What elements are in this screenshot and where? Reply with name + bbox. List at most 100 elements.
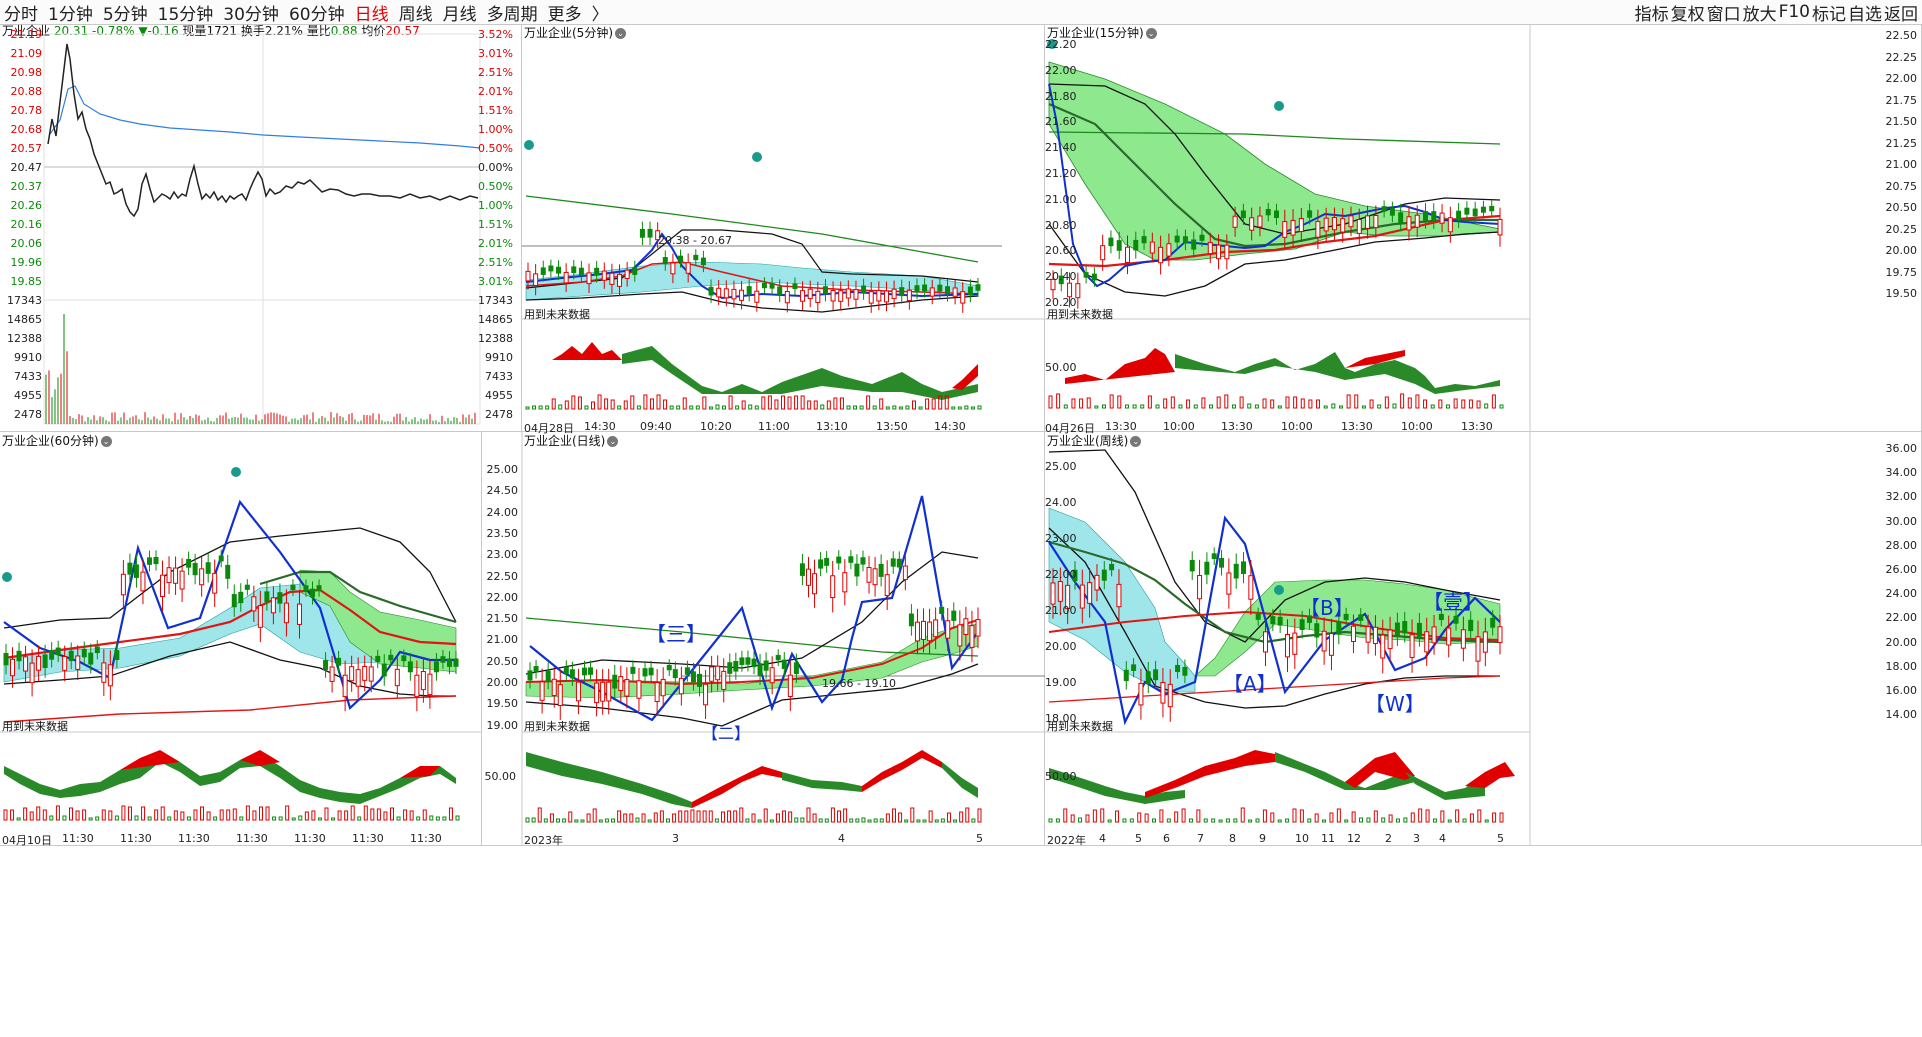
tab-1[interactable]: 1分钟: [48, 4, 93, 25]
tool-button-3[interactable]: 放大: [1742, 4, 1777, 25]
candle: [1468, 619, 1474, 632]
osc-bar: [1331, 403, 1336, 409]
60min-chart[interactable]: [0, 432, 482, 846]
tab-11[interactable]: 〉: [591, 4, 609, 25]
lower-band: [1048, 527, 1500, 709]
axis-tick: 20.60: [1045, 244, 1077, 258]
15min-panel: 万业企业(15分钟) ⌄ 22.20 22.00 21.80 21.60 21.40 21.…: [1045, 24, 1922, 435]
daily-osc-green: [526, 752, 692, 808]
5min-title[interactable]: 万业企业(5分钟) ⌄: [524, 24, 626, 41]
osc-bar: [1314, 813, 1319, 823]
candle: [1191, 239, 1197, 250]
candle: [1356, 219, 1362, 234]
osc-axis-tick: 50.00: [1045, 770, 1077, 783]
5min-panel: 万业企业(5分钟) ⌄ 用到未来数据 20.38 - 20.67 04月28日 14…: [522, 24, 1045, 435]
tool-button-0[interactable]: 指标: [1634, 4, 1669, 25]
5min-chart[interactable]: [522, 24, 1045, 432]
candle: [571, 266, 577, 274]
osc-bar: [1070, 814, 1075, 823]
candle: [16, 650, 22, 662]
axis-tick: 21.09: [10, 47, 43, 60]
osc-bar: [317, 817, 322, 821]
tab-0[interactable]: 分时: [4, 4, 38, 25]
tab-10[interactable]: 更多: [547, 4, 582, 25]
tab-3[interactable]: 15分钟: [157, 4, 214, 25]
candle: [601, 270, 607, 281]
candle: [700, 257, 706, 266]
candle: [1414, 214, 1420, 228]
candle: [1226, 572, 1232, 595]
intraday-grid: [43, 33, 481, 425]
osc-bar: [1129, 818, 1134, 823]
weekly-chart[interactable]: [1045, 432, 1922, 846]
x-tick: 10: [1295, 832, 1309, 845]
candle: [1365, 626, 1371, 643]
15min-osc-green: [1175, 352, 1500, 394]
osc-bar: [1132, 404, 1137, 409]
axis-tick: 7433: [14, 370, 42, 383]
candle: [684, 667, 690, 675]
tool-button-7[interactable]: 返回: [1884, 4, 1918, 25]
osc-bar: [684, 810, 689, 823]
tool-button-5[interactable]: 标记: [1812, 4, 1846, 25]
axis-tick: 17343: [478, 294, 513, 307]
60min-title[interactable]: 万业企业(60分钟) ⌄: [2, 432, 112, 449]
candle: [1141, 236, 1147, 244]
tab-8[interactable]: 月线: [442, 4, 477, 25]
tab-5[interactable]: 60分钟: [288, 4, 345, 25]
x-tick: 11:30: [236, 832, 268, 845]
intraday-chart[interactable]: [0, 24, 522, 432]
chevron-down-icon[interactable]: ⌄: [615, 28, 626, 39]
candle: [296, 603, 302, 625]
axis-tick: 21.40: [1045, 141, 1077, 155]
daily-chart[interactable]: [482, 432, 1045, 846]
tab-6[interactable]: 日线: [354, 4, 389, 25]
tool-button-4[interactable]: F10: [1778, 2, 1810, 22]
osc-bar: [337, 810, 342, 821]
axis-tick: 14865: [478, 313, 513, 326]
15min-chart[interactable]: [1045, 24, 1922, 432]
osc-bar: [1336, 808, 1341, 823]
candle: [1211, 553, 1217, 560]
tool-button-1[interactable]: 复权: [1670, 4, 1705, 25]
candle: [693, 254, 699, 261]
chevron-down-icon[interactable]: ⌄: [1145, 28, 1157, 39]
weekly-title[interactable]: 万业企业(周线) ⌄: [1047, 432, 1142, 449]
candle: [36, 655, 42, 671]
tab-9[interactable]: 多周期: [486, 4, 538, 25]
tab-4[interactable]: 30分钟: [223, 4, 279, 25]
tab-2[interactable]: 5分钟: [102, 4, 148, 25]
osc-bar: [745, 818, 750, 823]
candle: [173, 567, 179, 584]
candle: [799, 563, 805, 576]
green-ma: [259, 570, 457, 624]
candle: [666, 664, 672, 671]
x-tick: 6: [1163, 832, 1170, 845]
candle: [368, 666, 374, 682]
daily-title[interactable]: 万业企业(日线) ⌄: [524, 432, 619, 449]
osc-bar: [826, 400, 831, 410]
chevron-down-icon[interactable]: ⌄: [1130, 436, 1142, 447]
candle: [890, 558, 896, 567]
candle: [1197, 574, 1203, 600]
osc-bar: [1188, 818, 1193, 823]
candle: [1116, 240, 1122, 251]
chevron-down-icon[interactable]: ⌄: [607, 436, 619, 447]
tab-7[interactable]: 周线: [398, 4, 433, 25]
osc-bar: [623, 400, 628, 410]
axis-tick: 12388: [7, 332, 42, 345]
tool-button-6[interactable]: 自选: [1848, 4, 1882, 25]
candle: [1050, 278, 1056, 291]
osc-bar: [1407, 397, 1412, 409]
15min-title[interactable]: 万业企业(15分钟) ⌄: [1047, 24, 1157, 41]
tool-button-2[interactable]: 窗口: [1706, 4, 1741, 25]
osc-bar: [1293, 396, 1298, 409]
candle: [55, 647, 61, 656]
candle: [902, 565, 908, 581]
candle: [218, 555, 224, 562]
osc-bar: [1055, 818, 1060, 823]
chevron-down-icon[interactable]: ⌄: [100, 436, 112, 447]
osc-bar: [1377, 404, 1382, 409]
x-tick: 10:00: [1281, 420, 1313, 433]
candle: [600, 681, 606, 702]
